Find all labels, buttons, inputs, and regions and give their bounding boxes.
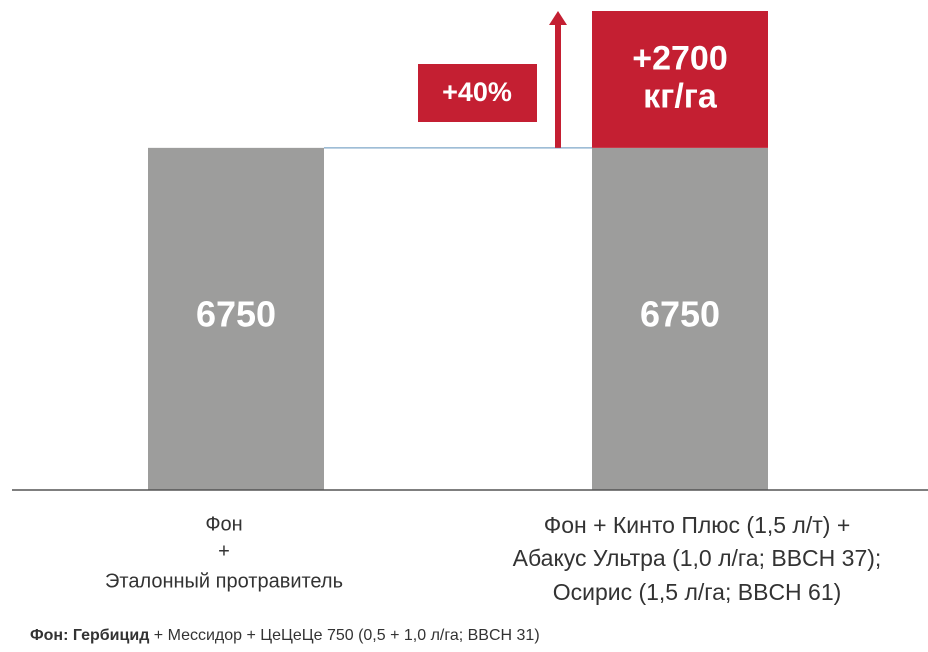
arrow-head: [549, 11, 567, 25]
x-tick-label: Фон + Кинто Плюс (1,5 л/т) +: [544, 512, 851, 538]
annotation: +40%: [442, 77, 512, 107]
value-label: 6750: [640, 293, 720, 334]
bar-segment: [148, 147, 324, 490]
arrow-shaft: [555, 23, 561, 148]
annotation-box: [418, 64, 537, 122]
x-tick-label: Осирис (1,5 л/га; BBCH 61): [553, 579, 842, 605]
x-tick-label: +: [218, 540, 230, 562]
bar-segment: [592, 11, 768, 148]
x-tick-label: Эталонный протравитель: [105, 570, 343, 592]
bar-segment: [592, 147, 768, 490]
x-tick-label: Фон: [205, 513, 242, 535]
footnote-bold: Фон: Гербицид: [30, 627, 149, 644]
footnote: Фон: Гербицид + Мессидор + ЦеЦеЦе 750 (0…: [30, 627, 540, 644]
value-label: 6750: [196, 293, 276, 334]
footnote-text: + Мессидор + ЦеЦеЦе 750 (0,5 + 1,0 л/га;…: [149, 627, 539, 644]
x-tick-label: Абакус Ультра (1,0 л/га; BBCH 37);: [513, 545, 882, 571]
value-label: +2700: [632, 39, 728, 77]
value-label: кг/га: [643, 77, 718, 115]
